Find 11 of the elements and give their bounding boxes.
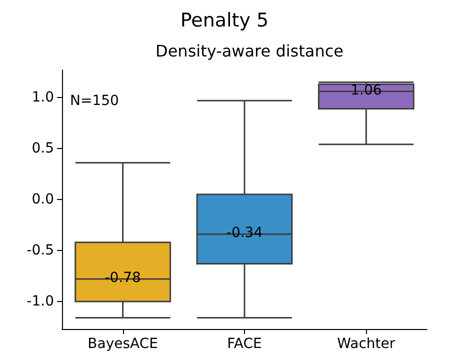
chart-title: Penalty 5 [180, 10, 269, 32]
y-tick-label: 0.0 [32, 192, 54, 208]
chart-subtitle: Density-aware distance [156, 42, 344, 60]
y-tick-label: 0.5 [32, 140, 54, 157]
x-tick-label: BayesACE [88, 336, 158, 352]
y-tick-label: -0.5 [26, 242, 54, 258]
y-tick-label: 1.0 [32, 90, 54, 106]
x-tick-label: FACE [227, 336, 262, 352]
annotation: N=150 [70, 93, 119, 109]
y-tick-label: -1.0 [26, 293, 54, 310]
x-tick-label: Wachter [337, 336, 396, 352]
